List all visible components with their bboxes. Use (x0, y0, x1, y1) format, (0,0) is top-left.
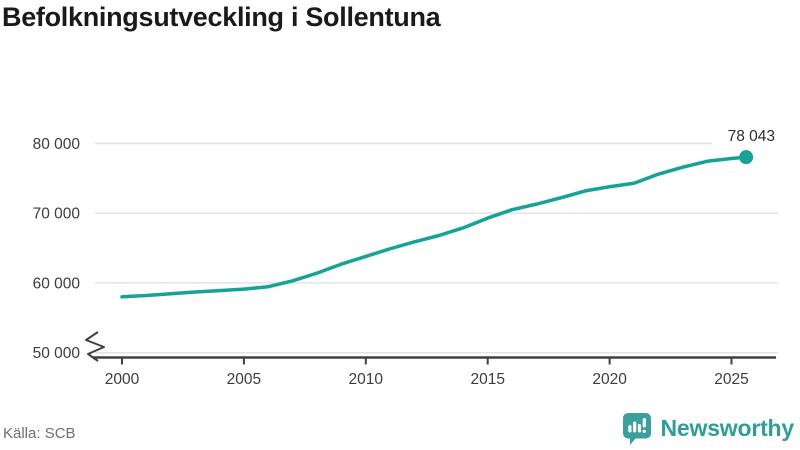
y-tick-label: 70 000 (33, 206, 81, 223)
x-tick-label: 2025 (714, 371, 748, 388)
exclamation-dot-icon (642, 429, 646, 433)
end-label-backdrop (712, 124, 778, 146)
bar-small (627, 425, 632, 433)
exclamation-bar-icon (642, 418, 646, 428)
bar-tall (632, 421, 636, 433)
newsworthy-wordmark: Newsworthy (660, 414, 795, 441)
x-tick-label: 2015 (470, 371, 504, 388)
chart-title: Befolkningsutveckling i Sollentuna (2, 2, 441, 32)
latest-value-label: 78 043 (728, 128, 775, 145)
y-tick-label: 60 000 (33, 275, 81, 292)
bar-chart-speech-bubble-icon (622, 413, 651, 445)
latest-value-dot (739, 150, 754, 165)
population-line-series (120, 155, 748, 299)
newsworthy-logo[interactable]: Newsworthy (620, 411, 794, 445)
x-tick-label: 2020 (592, 371, 627, 388)
x-tick-label: 2010 (349, 371, 384, 388)
speech-bubble-shape (622, 413, 651, 445)
y-tick-label: 50 000 (33, 345, 81, 362)
x-tick-label: 2005 (227, 371, 261, 388)
x-tick-label: 2000 (105, 371, 140, 388)
source-note: Källa: SCB (3, 425, 76, 442)
bar-medium (637, 424, 641, 433)
axis-break-icon (85, 331, 105, 362)
y-tick-label: 80 000 (33, 136, 81, 153)
